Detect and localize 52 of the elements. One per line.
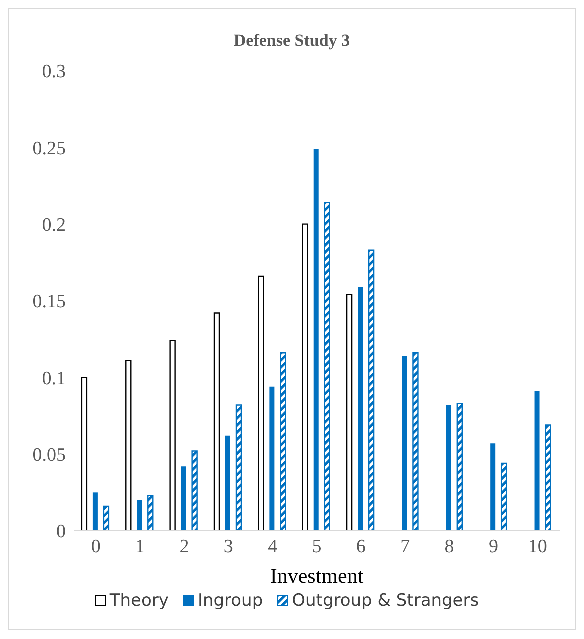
- bar: [346, 294, 353, 531]
- x-tick-label: 10: [528, 536, 548, 558]
- bar: [137, 500, 142, 531]
- bar: [214, 312, 220, 531]
- y-tick-label: 0.1: [42, 368, 66, 390]
- y-tick-label: 0.05: [32, 445, 66, 466]
- bar: [270, 386, 275, 531]
- chart-title: Defense Study 3: [232, 31, 352, 51]
- bar: [192, 450, 198, 531]
- bar: [236, 404, 242, 531]
- bar: [126, 360, 132, 531]
- x-tick-label: 5: [312, 536, 322, 558]
- y-tick-label: 0.15: [32, 292, 66, 313]
- bar: [446, 405, 452, 531]
- bar: [358, 287, 364, 531]
- y-tick-label: 0: [56, 522, 66, 543]
- x-tick-label: 8: [444, 536, 454, 558]
- bar: [258, 276, 264, 531]
- x-tick-label: 4: [268, 536, 278, 558]
- x-tick-label: 7: [400, 536, 410, 558]
- x-axis-title: Investment: [270, 564, 364, 588]
- y-tick-label: 0.25: [32, 138, 66, 160]
- bar: [103, 506, 110, 531]
- legend-label: Outgroup & Strangers: [291, 591, 480, 611]
- y-tick-label: 0.2: [42, 215, 66, 236]
- bar: [545, 424, 552, 531]
- bar: [490, 444, 496, 531]
- x-tick-label: 3: [224, 536, 234, 558]
- x-tick-label: 1: [136, 536, 146, 558]
- bar: [368, 250, 375, 531]
- bar: [412, 352, 419, 531]
- x-tick-label: 6: [356, 536, 366, 558]
- x-tick-label: 2: [180, 536, 190, 558]
- bar: [314, 149, 319, 531]
- bar: [92, 492, 98, 531]
- x-tick-label: 9: [488, 536, 498, 558]
- y-tick-label: 0.3: [42, 62, 66, 83]
- x-tick-label: 0: [91, 536, 101, 558]
- bar: [170, 340, 176, 531]
- legend-label: Ingroup: [196, 591, 264, 611]
- bar: [181, 466, 186, 531]
- bar: [302, 224, 308, 531]
- bar: [280, 352, 286, 531]
- bar: [534, 391, 540, 531]
- legend-label: Theory: [108, 591, 169, 611]
- bar: [81, 377, 88, 531]
- bar: [148, 495, 154, 531]
- bar: [226, 436, 230, 531]
- bar: [324, 202, 330, 531]
- bar: [402, 356, 408, 531]
- bar: [456, 403, 464, 531]
- bar: [500, 462, 508, 531]
